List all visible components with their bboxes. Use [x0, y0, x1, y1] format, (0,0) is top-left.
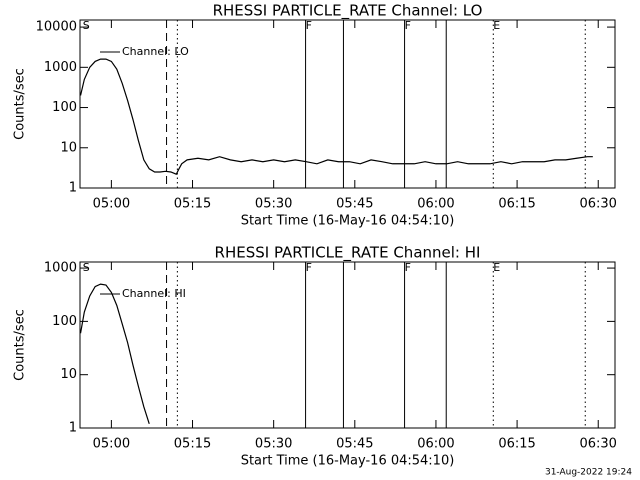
- x-axis-label: Start Time (16-May-16 04:54:10): [241, 214, 455, 229]
- plot-frame: [79, 19, 616, 189]
- event-flag: F: [306, 261, 312, 274]
- x-tick-label: 05:30: [255, 437, 292, 452]
- x-tick-label: 05:45: [336, 197, 373, 212]
- y-tick-label: 1000: [44, 60, 77, 75]
- x-tick-label: 05:00: [93, 197, 130, 212]
- event-flag: F: [405, 19, 411, 32]
- y-tick-label: 1000: [44, 261, 77, 276]
- event-flag: E: [493, 261, 500, 274]
- event-flag: F: [405, 261, 411, 274]
- event-flag: S: [83, 261, 90, 274]
- x-tick-label: 06:00: [417, 437, 454, 452]
- panel: RHESSI PARTICLE_RATE Channel: HI Start Ti…: [13, 244, 617, 469]
- x-tick-label: 05:45: [336, 437, 373, 452]
- x-tick-label: 05:15: [174, 197, 211, 212]
- legend-label: Channel: HI: [122, 287, 186, 300]
- y-tick-label: 1: [69, 421, 77, 436]
- y-tick-label: 100: [52, 100, 77, 115]
- legend-label: Channel: LO: [122, 45, 189, 58]
- x-tick-label: 06:15: [498, 197, 535, 212]
- chart-title: RHESSI PARTICLE_RATE Channel: HI: [215, 244, 481, 263]
- chart-title: RHESSI PARTICLE_RATE Channel: LO: [213, 2, 483, 21]
- y-tick-label: 10: [60, 367, 77, 382]
- x-tick-label: 05:15: [174, 437, 211, 452]
- event-flag: F: [306, 19, 312, 32]
- x-tick-label: 06:30: [579, 197, 616, 212]
- y-tick-label: 100: [52, 314, 77, 329]
- y-axis-label: Counts/sec: [13, 68, 28, 140]
- x-tick-label: 06:30: [579, 437, 616, 452]
- panel: RHESSI PARTICLE_RATE Channel: LO Start Ti…: [13, 2, 617, 229]
- x-axis-label: Start Time (16-May-16 04:54:10): [241, 454, 455, 469]
- event-flag: E: [493, 19, 500, 32]
- y-axis-label: Counts/sec: [13, 309, 28, 381]
- y-tick-label: 10000: [36, 20, 77, 35]
- data-line: [80, 283, 150, 424]
- x-tick-label: 05:00: [93, 437, 130, 452]
- x-tick-label: 06:15: [498, 437, 535, 452]
- y-tick-label: 10: [60, 140, 77, 155]
- y-tick-label: 1: [69, 181, 77, 196]
- timestamp: 31-Aug-2022 19:24: [545, 468, 632, 478]
- event-flag: S: [83, 19, 90, 32]
- data-line: [80, 58, 593, 175]
- plot-frame: [79, 261, 616, 429]
- x-tick-label: 05:30: [255, 197, 292, 212]
- x-tick-label: 06:00: [417, 197, 454, 212]
